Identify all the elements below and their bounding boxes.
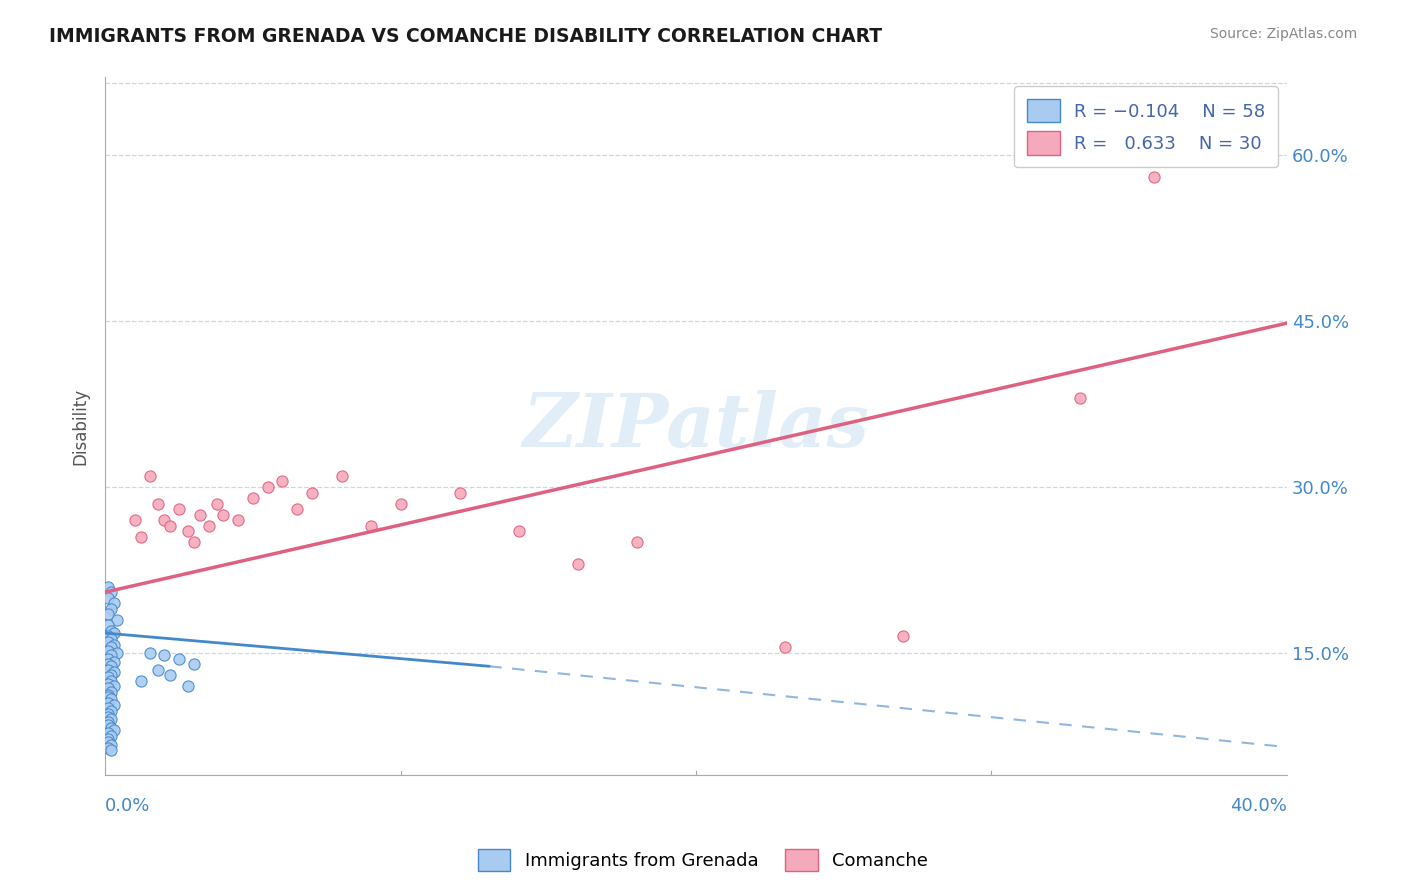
Text: 40.0%: 40.0% <box>1230 797 1286 815</box>
Point <box>97 714 120 729</box>
Y-axis label: Disability: Disability <box>72 387 89 465</box>
Point <box>100 659 122 673</box>
Point <box>97 706 120 721</box>
Point <box>100 668 122 682</box>
Point <box>100 585 122 599</box>
Point <box>100 673 122 688</box>
Point <box>100 692 122 706</box>
Point <box>97 718 120 732</box>
Point <box>97 618 120 632</box>
Point <box>183 535 205 549</box>
Point <box>97 741 120 756</box>
Point <box>159 518 181 533</box>
Point <box>188 508 211 522</box>
Point <box>103 626 125 640</box>
Point <box>97 607 120 622</box>
Point <box>97 580 120 594</box>
Point <box>100 738 122 752</box>
Point <box>103 655 125 669</box>
Point <box>100 601 122 615</box>
Point <box>891 629 914 643</box>
Point <box>177 679 200 693</box>
Point <box>360 518 382 533</box>
Point <box>285 502 308 516</box>
Point <box>153 648 176 663</box>
Point <box>167 651 190 665</box>
Point <box>153 513 176 527</box>
Point <box>97 710 120 724</box>
Point <box>226 513 249 527</box>
Point <box>256 480 278 494</box>
Point <box>103 679 125 693</box>
Text: IMMIGRANTS FROM GRENADA VS COMANCHE DISABILITY CORRELATION CHART: IMMIGRANTS FROM GRENADA VS COMANCHE DISA… <box>49 27 883 45</box>
Text: Source: ZipAtlas.com: Source: ZipAtlas.com <box>1209 27 1357 41</box>
Point <box>100 684 122 698</box>
Point <box>138 469 160 483</box>
Point <box>97 677 120 691</box>
Text: 0.0%: 0.0% <box>105 797 150 815</box>
Point <box>773 640 796 655</box>
Point <box>97 734 120 748</box>
Point <box>100 721 122 735</box>
Point <box>626 535 648 549</box>
Point <box>97 701 120 715</box>
Point <box>100 632 122 646</box>
Point <box>105 613 128 627</box>
Point <box>183 657 205 671</box>
Point <box>508 524 530 539</box>
Point <box>449 485 471 500</box>
Legend: Immigrants from Grenada, Comanche: Immigrants from Grenada, Comanche <box>471 842 935 879</box>
Point <box>100 713 122 727</box>
Point <box>97 725 120 739</box>
Point <box>103 638 125 652</box>
Point <box>330 469 353 483</box>
Point <box>148 663 170 677</box>
Point <box>97 688 120 702</box>
Point <box>197 518 219 533</box>
Point <box>100 624 122 638</box>
Point <box>100 640 122 655</box>
Legend: R = −0.104    N = 58, R =   0.633    N = 30: R = −0.104 N = 58, R = 0.633 N = 30 <box>1015 87 1278 167</box>
Point <box>212 508 235 522</box>
Point <box>271 475 294 489</box>
Point <box>389 497 412 511</box>
Point <box>97 644 120 658</box>
Point <box>97 629 120 643</box>
Point <box>97 696 120 710</box>
Point <box>103 596 125 610</box>
Point <box>124 513 146 527</box>
Text: ZIPatlas: ZIPatlas <box>523 390 869 462</box>
Point <box>103 698 125 712</box>
Point <box>97 670 120 684</box>
Point <box>567 558 589 572</box>
Point <box>1069 392 1091 406</box>
Point <box>177 524 200 539</box>
Point <box>242 491 264 505</box>
Point <box>129 530 152 544</box>
Point <box>207 497 229 511</box>
Point <box>100 743 122 757</box>
Point <box>97 591 120 605</box>
Point <box>97 732 120 747</box>
Point <box>1143 169 1166 184</box>
Point <box>97 657 120 671</box>
Point <box>138 646 160 660</box>
Point <box>97 635 120 649</box>
Point <box>167 502 190 516</box>
Point <box>129 673 152 688</box>
Point <box>97 690 120 705</box>
Point <box>97 651 120 665</box>
Point <box>100 704 122 718</box>
Point <box>301 485 323 500</box>
Point <box>148 497 170 511</box>
Point <box>105 646 128 660</box>
Point <box>97 663 120 677</box>
Point <box>159 668 181 682</box>
Point <box>100 729 122 743</box>
Point <box>103 665 125 679</box>
Point <box>103 723 125 738</box>
Point <box>97 681 120 696</box>
Point <box>100 648 122 663</box>
